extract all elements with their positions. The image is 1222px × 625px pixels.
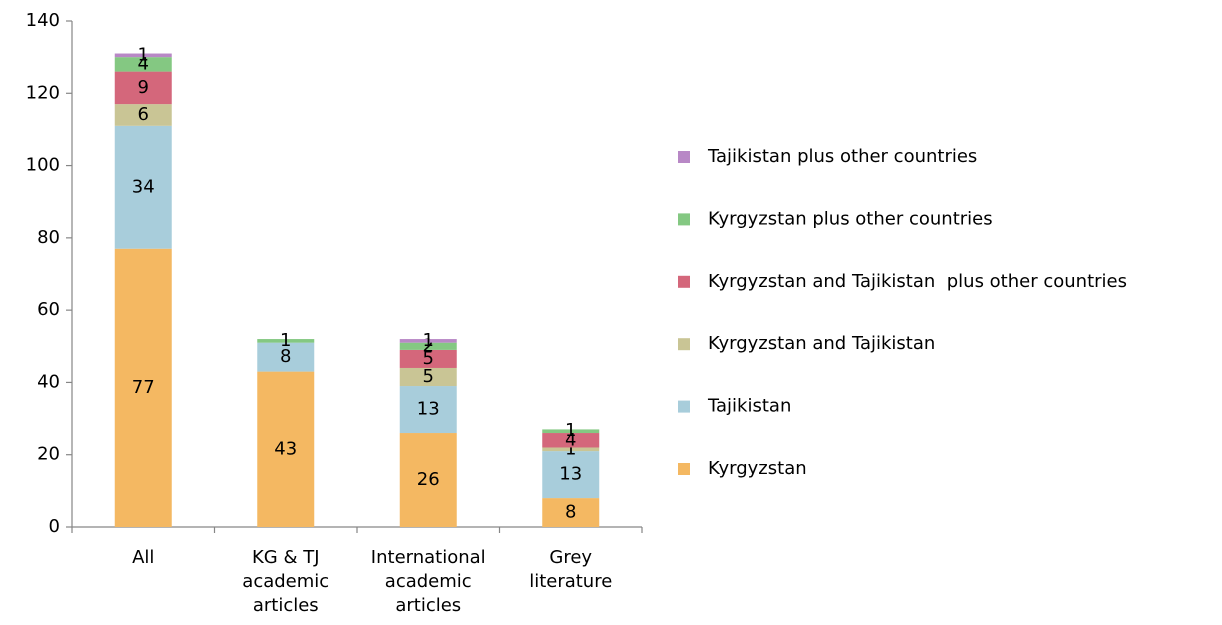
legend-label: Kyrgyzstan plus other countries	[708, 208, 993, 229]
y-tick-label: 120	[26, 82, 60, 103]
x-tick-label: articles	[253, 595, 319, 616]
bar-segment	[114, 248, 172, 527]
data-label: 1	[565, 438, 576, 459]
x-tick-label: academic	[242, 571, 329, 592]
y-tick-label: 0	[49, 516, 60, 537]
bar-segment	[257, 371, 315, 527]
x-tick-label: International	[371, 547, 486, 568]
bar-segment	[114, 104, 172, 126]
data-label: 13	[417, 399, 440, 420]
bar-segment	[114, 71, 172, 105]
data-label: 1	[423, 330, 434, 351]
legend-label: Kyrgyzstan and Tajikistan plus other cou…	[708, 271, 1127, 292]
y-tick-label: 80	[37, 227, 60, 248]
data-label: 5	[423, 366, 434, 387]
legend-swatch	[678, 463, 690, 475]
bar-segment	[542, 451, 600, 499]
y-tick-label: 40	[37, 371, 60, 392]
y-tick-label: 140	[26, 10, 60, 31]
data-label: 34	[132, 176, 155, 197]
data-label: 77	[132, 377, 155, 398]
legend-swatch	[678, 151, 690, 163]
data-label: 43	[274, 438, 297, 459]
data-label: 9	[138, 77, 149, 98]
x-tick-label: All	[132, 547, 154, 568]
bar-segment	[542, 447, 600, 452]
legend-label: Kyrgyzstan and Tajikistan	[708, 333, 935, 354]
data-label: 13	[559, 464, 582, 485]
x-tick-label: academic	[385, 571, 472, 592]
data-label: 2	[423, 335, 434, 356]
data-label: 8	[280, 346, 291, 367]
legend-label: Tajikistan plus other countries	[707, 146, 977, 167]
bar-segment	[399, 367, 457, 387]
data-label: 1	[280, 330, 291, 351]
bar-segment	[399, 386, 457, 434]
x-tick-label: KG & TJ	[252, 547, 320, 568]
x-tick-label: literature	[529, 571, 612, 592]
legend-swatch	[678, 400, 690, 413]
bar-segment	[542, 429, 600, 434]
bar-segment	[399, 339, 457, 343]
bar-segment	[399, 349, 457, 368]
bar-segment	[542, 498, 600, 527]
legend-swatch	[678, 275, 690, 288]
x-tick-label: articles	[395, 595, 461, 616]
y-tick-label: 20	[37, 444, 60, 465]
legend-label: Tajikistan	[707, 396, 791, 417]
y-tick-label: 60	[37, 299, 60, 320]
bar-segment	[257, 339, 315, 343]
bar-segment	[542, 433, 600, 448]
legend-swatch	[678, 213, 690, 226]
data-label: 5	[423, 348, 434, 369]
bar-segment	[114, 53, 172, 58]
data-label: 1	[565, 420, 576, 441]
legend-label: Kyrgyzstan	[708, 458, 807, 479]
y-tick-label: 100	[26, 155, 60, 176]
bar-segment	[399, 433, 457, 527]
data-label: 4	[565, 429, 576, 450]
data-label: 26	[417, 469, 440, 490]
data-label: 6	[138, 104, 149, 125]
data-label: 8	[565, 502, 576, 523]
x-tick-label: Grey	[549, 547, 592, 568]
bar-segment	[114, 57, 172, 72]
bar-segment	[257, 342, 315, 372]
bar-segment	[114, 125, 172, 249]
bar-segment	[399, 342, 457, 350]
data-label: 4	[138, 53, 149, 74]
legend-swatch	[678, 338, 690, 351]
data-label: 1	[138, 44, 149, 65]
